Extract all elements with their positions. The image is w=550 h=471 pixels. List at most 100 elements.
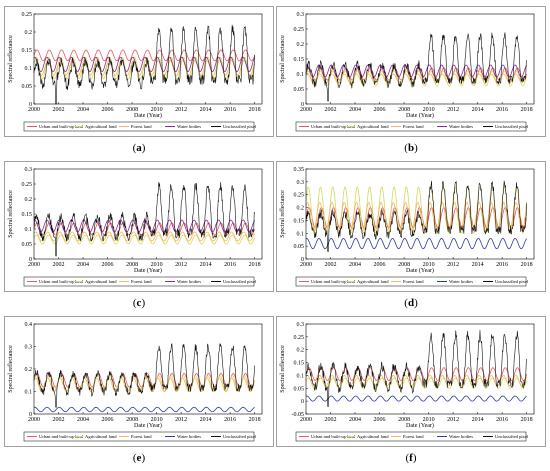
legend-label: Urban and built-up land [311,434,356,439]
series-line-forest-land [33,231,255,242]
legend-label: Forest land [131,124,152,129]
y-tick-label: 0 [29,412,32,418]
y-tick-label: 0.1 [297,231,305,237]
x-tick-label: 2012 [175,107,187,113]
series-line-agricultural-land [33,234,256,245]
panel-caption-d: (d) [404,297,418,309]
y-tick-label: 0.3 [297,322,305,328]
legend-label: Unclassified pixel [223,434,257,439]
legend-label: Urban and built-up land [39,434,84,439]
y-tick-label: 0.25 [294,27,305,33]
y-tick-label: 0.3 [25,167,33,173]
plot-area [305,168,535,260]
legend-label: Water bodies [449,124,473,129]
legend-label: Water bodies [177,279,201,284]
x-tick-label: 2008 [126,107,138,113]
y-tick-label: 0.1 [25,227,33,233]
x-tick-label: 2000 [28,417,40,423]
x-tick-label: 2002 [53,107,65,113]
legend-label: Water bodies [449,279,473,284]
x-axis-title: Date (Year) [406,267,434,274]
series-line-water-bodies [305,238,527,250]
x-tick-label: 2000 [28,107,40,113]
series-line-unclassified-pixel [305,180,527,252]
y-tick-label: 0.1 [297,373,305,379]
legend-label: Water bodies [177,124,201,129]
y-tick-label: 0.15 [294,361,305,367]
legend-label: Agricultural land [357,279,389,284]
series-line-agricultural-land [305,377,528,389]
x-tick-label: 2014 [200,417,212,423]
y-axis-title: Spectral reflectance [279,190,286,238]
x-tick-label: 2008 [398,417,410,423]
series-line-water-bodies [33,219,255,233]
x-axis-title: Date (Year) [134,112,162,119]
panel-letter: (c) [133,297,146,309]
panel-border [4,161,274,292]
legend-label: Unclassified pixel [223,124,257,129]
y-tick-label: 0.3 [25,345,33,351]
x-tick-label: 2006 [374,262,386,268]
x-tick-label: 2004 [349,417,361,423]
x-tick-label: 2010 [151,417,163,423]
x-tick-label: 2004 [349,107,361,113]
x-tick-label: 2006 [102,107,114,113]
x-tick-label: 2000 [300,107,312,113]
y-tick-label: 0.15 [294,218,305,224]
x-tick-label: 2010 [151,262,163,268]
y-tick-label: 0.05 [22,84,33,90]
legend-label: Forest land [403,434,424,439]
legend: Urban and built-up land Agricultural land… [23,121,257,132]
legend-label: Urban and built-up land [39,124,84,129]
chart-panel-c: 2000 2002 2004 2006 2008 2010 2012 2014 2016 2018… [4,161,274,292]
x-tick-label: 2010 [423,107,435,113]
panel-letter: (f) [405,452,416,464]
x-tick-label: 2004 [349,262,361,268]
chart-panel-e: 2000 2002 2004 2006 2008 2010 2012 2014 2016 2018… [4,316,274,447]
x-tick-label: 2008 [398,262,410,268]
x-tick-label: 2010 [151,107,163,113]
x-tick-label: 2014 [200,107,212,113]
y-tick-label: 0.1 [25,390,33,396]
legend-label: Forest land [403,279,424,284]
legend-label: Agricultural land [85,279,117,284]
y-axis-title: Spectral reflectance [279,35,286,83]
x-tick-label: 2006 [374,107,386,113]
legend-label: Urban and built-up land [311,124,356,129]
x-tick-label: 2004 [77,417,89,423]
panel-border [4,316,274,447]
legend: Urban and built-up land Agricultural land… [295,431,529,442]
x-tick-label: 2012 [447,417,459,423]
legend-label: Water bodies [177,434,201,439]
y-tick-label: 0.3 [297,180,305,186]
panel-caption-e: (e) [133,452,146,464]
panel-border [276,6,546,137]
x-tick-label: 2004 [77,262,89,268]
panel-caption-b: (b) [404,142,418,154]
y-tick-label: 0.15 [22,212,33,218]
x-tick-label: 2018 [249,107,261,113]
x-tick-label: 2012 [175,262,187,268]
series-line-water-bodies [305,64,527,78]
panel-letter: (e) [133,452,146,464]
x-tick-label: 2018 [521,417,533,423]
y-tick-label: 0.2 [25,367,33,373]
legend-label: Unclassified pixel [495,124,529,129]
y-tick-label: 0.2 [25,197,33,203]
x-axis-title: Date (Year) [406,112,434,119]
x-tick-label: 2008 [126,262,138,268]
y-tick-label: 0.2 [297,42,305,48]
x-tick-label: 2002 [325,107,337,113]
chart-panel-f: 2000 2002 2004 2006 2008 2010 2012 2014 2016 2018… [276,316,546,447]
y-tick-label: 0.2 [297,206,305,212]
x-tick-label: 2016 [496,417,508,423]
x-tick-label: 2016 [224,417,236,423]
y-axis-title: Spectral reflectance [7,190,14,238]
x-tick-label: 2016 [224,107,236,113]
legend: Urban and built-up land Agricultural land… [295,276,529,287]
legend-label: Agricultural land [85,124,117,129]
series-line-water-bodies [305,395,527,402]
series-line-water-bodies [33,406,255,413]
y-tick-label: 0.05 [294,386,305,392]
plot-area [305,323,535,415]
